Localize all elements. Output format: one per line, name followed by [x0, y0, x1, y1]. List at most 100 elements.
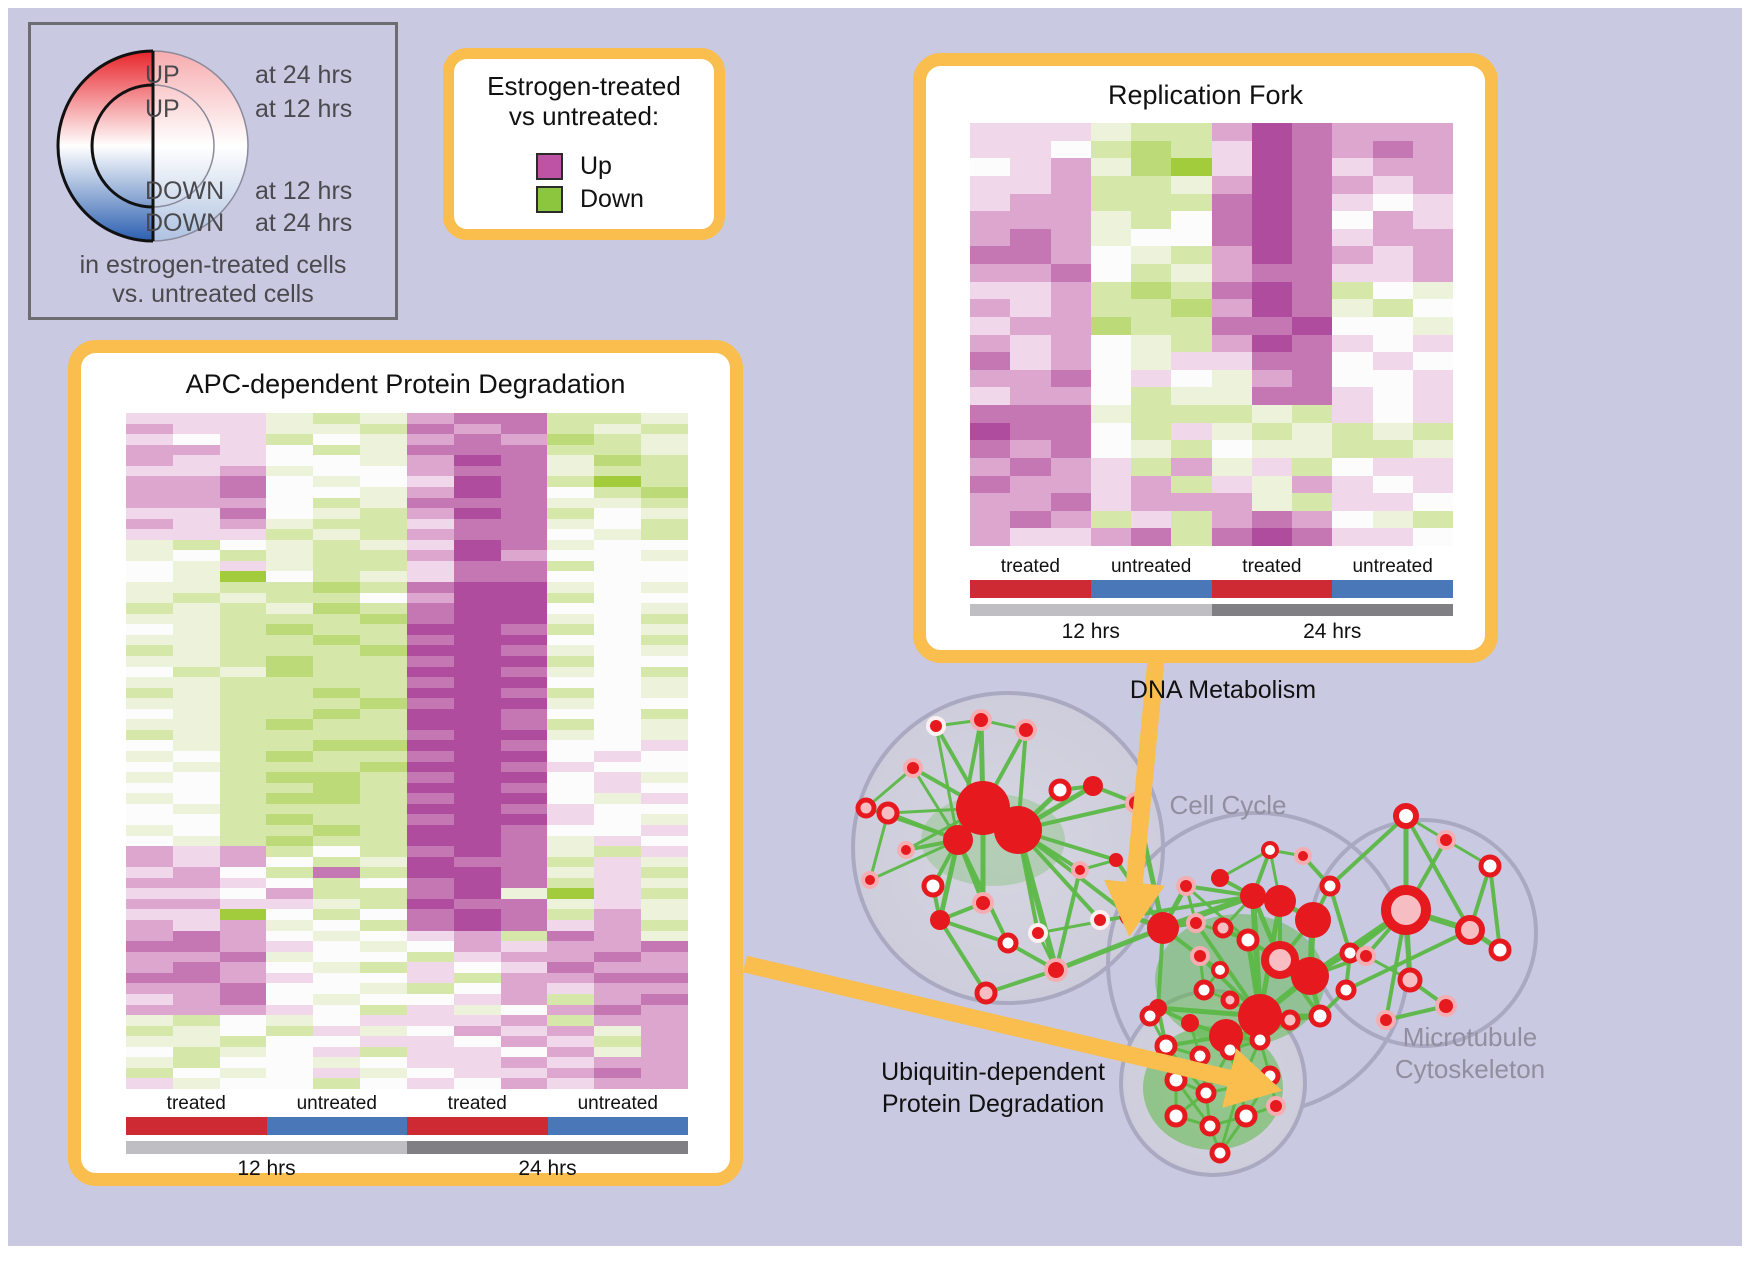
heatmap-cell [500, 941, 548, 952]
gene-node [1435, 995, 1457, 1017]
heatmap-cell [594, 603, 642, 614]
network-edge [1015, 787, 1063, 833]
heatmap-cell [126, 909, 173, 920]
heatmap-cell [1131, 369, 1172, 388]
heatmap-cell [500, 877, 548, 889]
heatmap-cell [313, 782, 361, 794]
heatmap-cell [172, 951, 220, 963]
network-edge [904, 806, 985, 852]
heatmap-cell [1090, 334, 1131, 353]
heatmap-cell [547, 983, 595, 994]
heatmap-cell [313, 1004, 361, 1016]
heatmap-cell [360, 476, 407, 487]
heatmap-cell [1211, 334, 1252, 353]
heatmap-cell [1171, 175, 1212, 194]
heatmap-row [126, 571, 688, 582]
heatmap-cell [406, 708, 454, 720]
network-edge [1148, 1014, 1168, 1048]
heatmap-cell [126, 867, 173, 878]
heatmap-cell [126, 486, 173, 498]
heatmap-cell [172, 909, 220, 920]
gene-node [972, 892, 994, 914]
heatmap-cell [970, 281, 1011, 300]
heatmap-cell [594, 729, 642, 741]
heatmap-row [126, 824, 688, 836]
heatmap-cell [1372, 123, 1413, 141]
heatmap-cell [453, 772, 501, 783]
network-edge [1224, 1034, 1262, 1042]
heatmap-cell [406, 846, 454, 857]
heatmap-cell [126, 877, 173, 889]
heatmap-cell [126, 782, 173, 794]
heatmap-cell [1010, 405, 1051, 423]
network-edge [1036, 914, 1132, 935]
heatmap-cell [172, 634, 220, 646]
heatmap-cell [594, 751, 642, 762]
heatmap-cell [266, 719, 314, 730]
heatmap-cell [219, 729, 267, 741]
key-down24-time: at 24 hrs [255, 209, 353, 237]
heatmap-cell [313, 508, 361, 519]
heatmap-cell [313, 814, 361, 825]
network-edge [1364, 908, 1408, 958]
heatmap-cell [453, 486, 501, 498]
heatmap-cell [641, 518, 688, 530]
heatmap-cell [219, 898, 267, 910]
estrogen-legend: Estrogen-treated vs untreated: Up Down [443, 48, 725, 240]
heatmap-cell [313, 708, 361, 720]
gene-node [1044, 958, 1068, 982]
heatmap-cell [547, 909, 595, 920]
heatmap-cell [1292, 369, 1333, 388]
heatmap-cell [219, 835, 267, 847]
heatmap-cell [1171, 246, 1212, 264]
heatmap-cell [641, 751, 688, 762]
heatmap-cell [406, 993, 454, 1005]
heatmap-cell [594, 782, 642, 794]
network-edge [1202, 988, 1232, 1002]
network-edge [1238, 1074, 1272, 1088]
heatmap-cell [126, 729, 173, 741]
network-edge [1238, 1084, 1248, 1118]
network-edge [1224, 1034, 1232, 1052]
heatmap-cell [219, 1078, 267, 1089]
heatmap-cell [219, 793, 267, 804]
heatmap-cell [172, 856, 220, 868]
heatmap-row [970, 440, 1453, 458]
heatmap-cell [313, 677, 361, 688]
heatmap-cell [266, 645, 314, 656]
heatmap-cell [453, 455, 501, 466]
heatmap-cell [500, 497, 548, 509]
heatmap-cell [406, 930, 454, 942]
heatmap-cell [1412, 123, 1453, 141]
heatmap-row [126, 983, 688, 994]
heatmap-cell [126, 719, 173, 730]
rf-group-labels: treated untreated treated untreated [970, 556, 1453, 578]
heatmap-cell [172, 518, 220, 530]
heatmap-cell [172, 729, 220, 741]
heatmap-cell [1412, 299, 1453, 317]
heatmap-cell [126, 1004, 173, 1016]
network-edge [931, 838, 960, 888]
heatmap-cell [453, 613, 501, 625]
heatmap-cell [266, 1078, 314, 1089]
heatmap-cell [360, 444, 407, 456]
heatmap-cell [266, 814, 314, 825]
heatmap-cell [406, 729, 454, 741]
heatmap-cell [594, 1067, 642, 1079]
gene-node [1209, 1019, 1243, 1053]
heatmap-row [970, 457, 1453, 476]
heatmap-cell [1412, 493, 1453, 511]
heatmap-cell [594, 993, 642, 1005]
heatmap-cell [266, 655, 314, 667]
heatmap-cell [500, 529, 548, 540]
heatmap-cell [406, 444, 454, 456]
heatmap-cell [970, 140, 1011, 159]
heatmap-cell [219, 719, 267, 730]
heatmap-cell [219, 560, 267, 572]
cluster-ubiquitin-degradation [1119, 989, 1307, 1177]
network-edge [1218, 1084, 1242, 1155]
heatmap-cell [360, 708, 407, 720]
gene-node [1083, 776, 1103, 796]
heatmap-cell [453, 803, 501, 815]
down-swatch [536, 186, 563, 213]
